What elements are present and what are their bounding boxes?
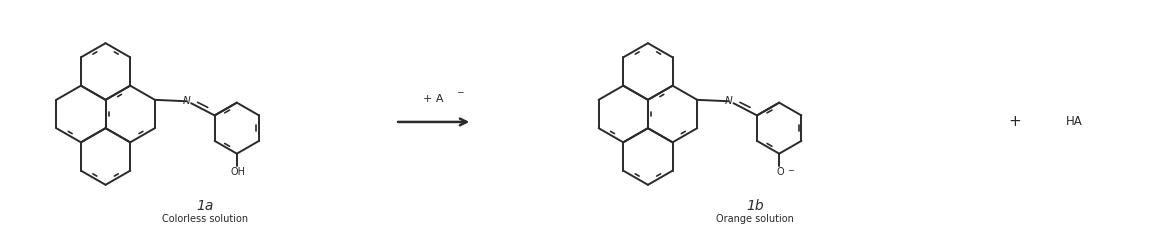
Text: N: N xyxy=(725,96,733,106)
Text: −: − xyxy=(787,167,794,175)
Text: HA: HA xyxy=(1066,116,1083,128)
Text: + A: + A xyxy=(423,94,444,104)
Text: Colorless solution: Colorless solution xyxy=(162,214,249,224)
Text: N: N xyxy=(183,96,190,106)
Text: −: − xyxy=(455,87,464,96)
Text: 1a: 1a xyxy=(197,200,214,213)
Text: OH: OH xyxy=(230,167,245,177)
Text: +: + xyxy=(1008,114,1021,129)
Text: O: O xyxy=(777,167,784,177)
Text: Orange solution: Orange solution xyxy=(716,214,794,224)
Text: 1b: 1b xyxy=(746,200,764,213)
